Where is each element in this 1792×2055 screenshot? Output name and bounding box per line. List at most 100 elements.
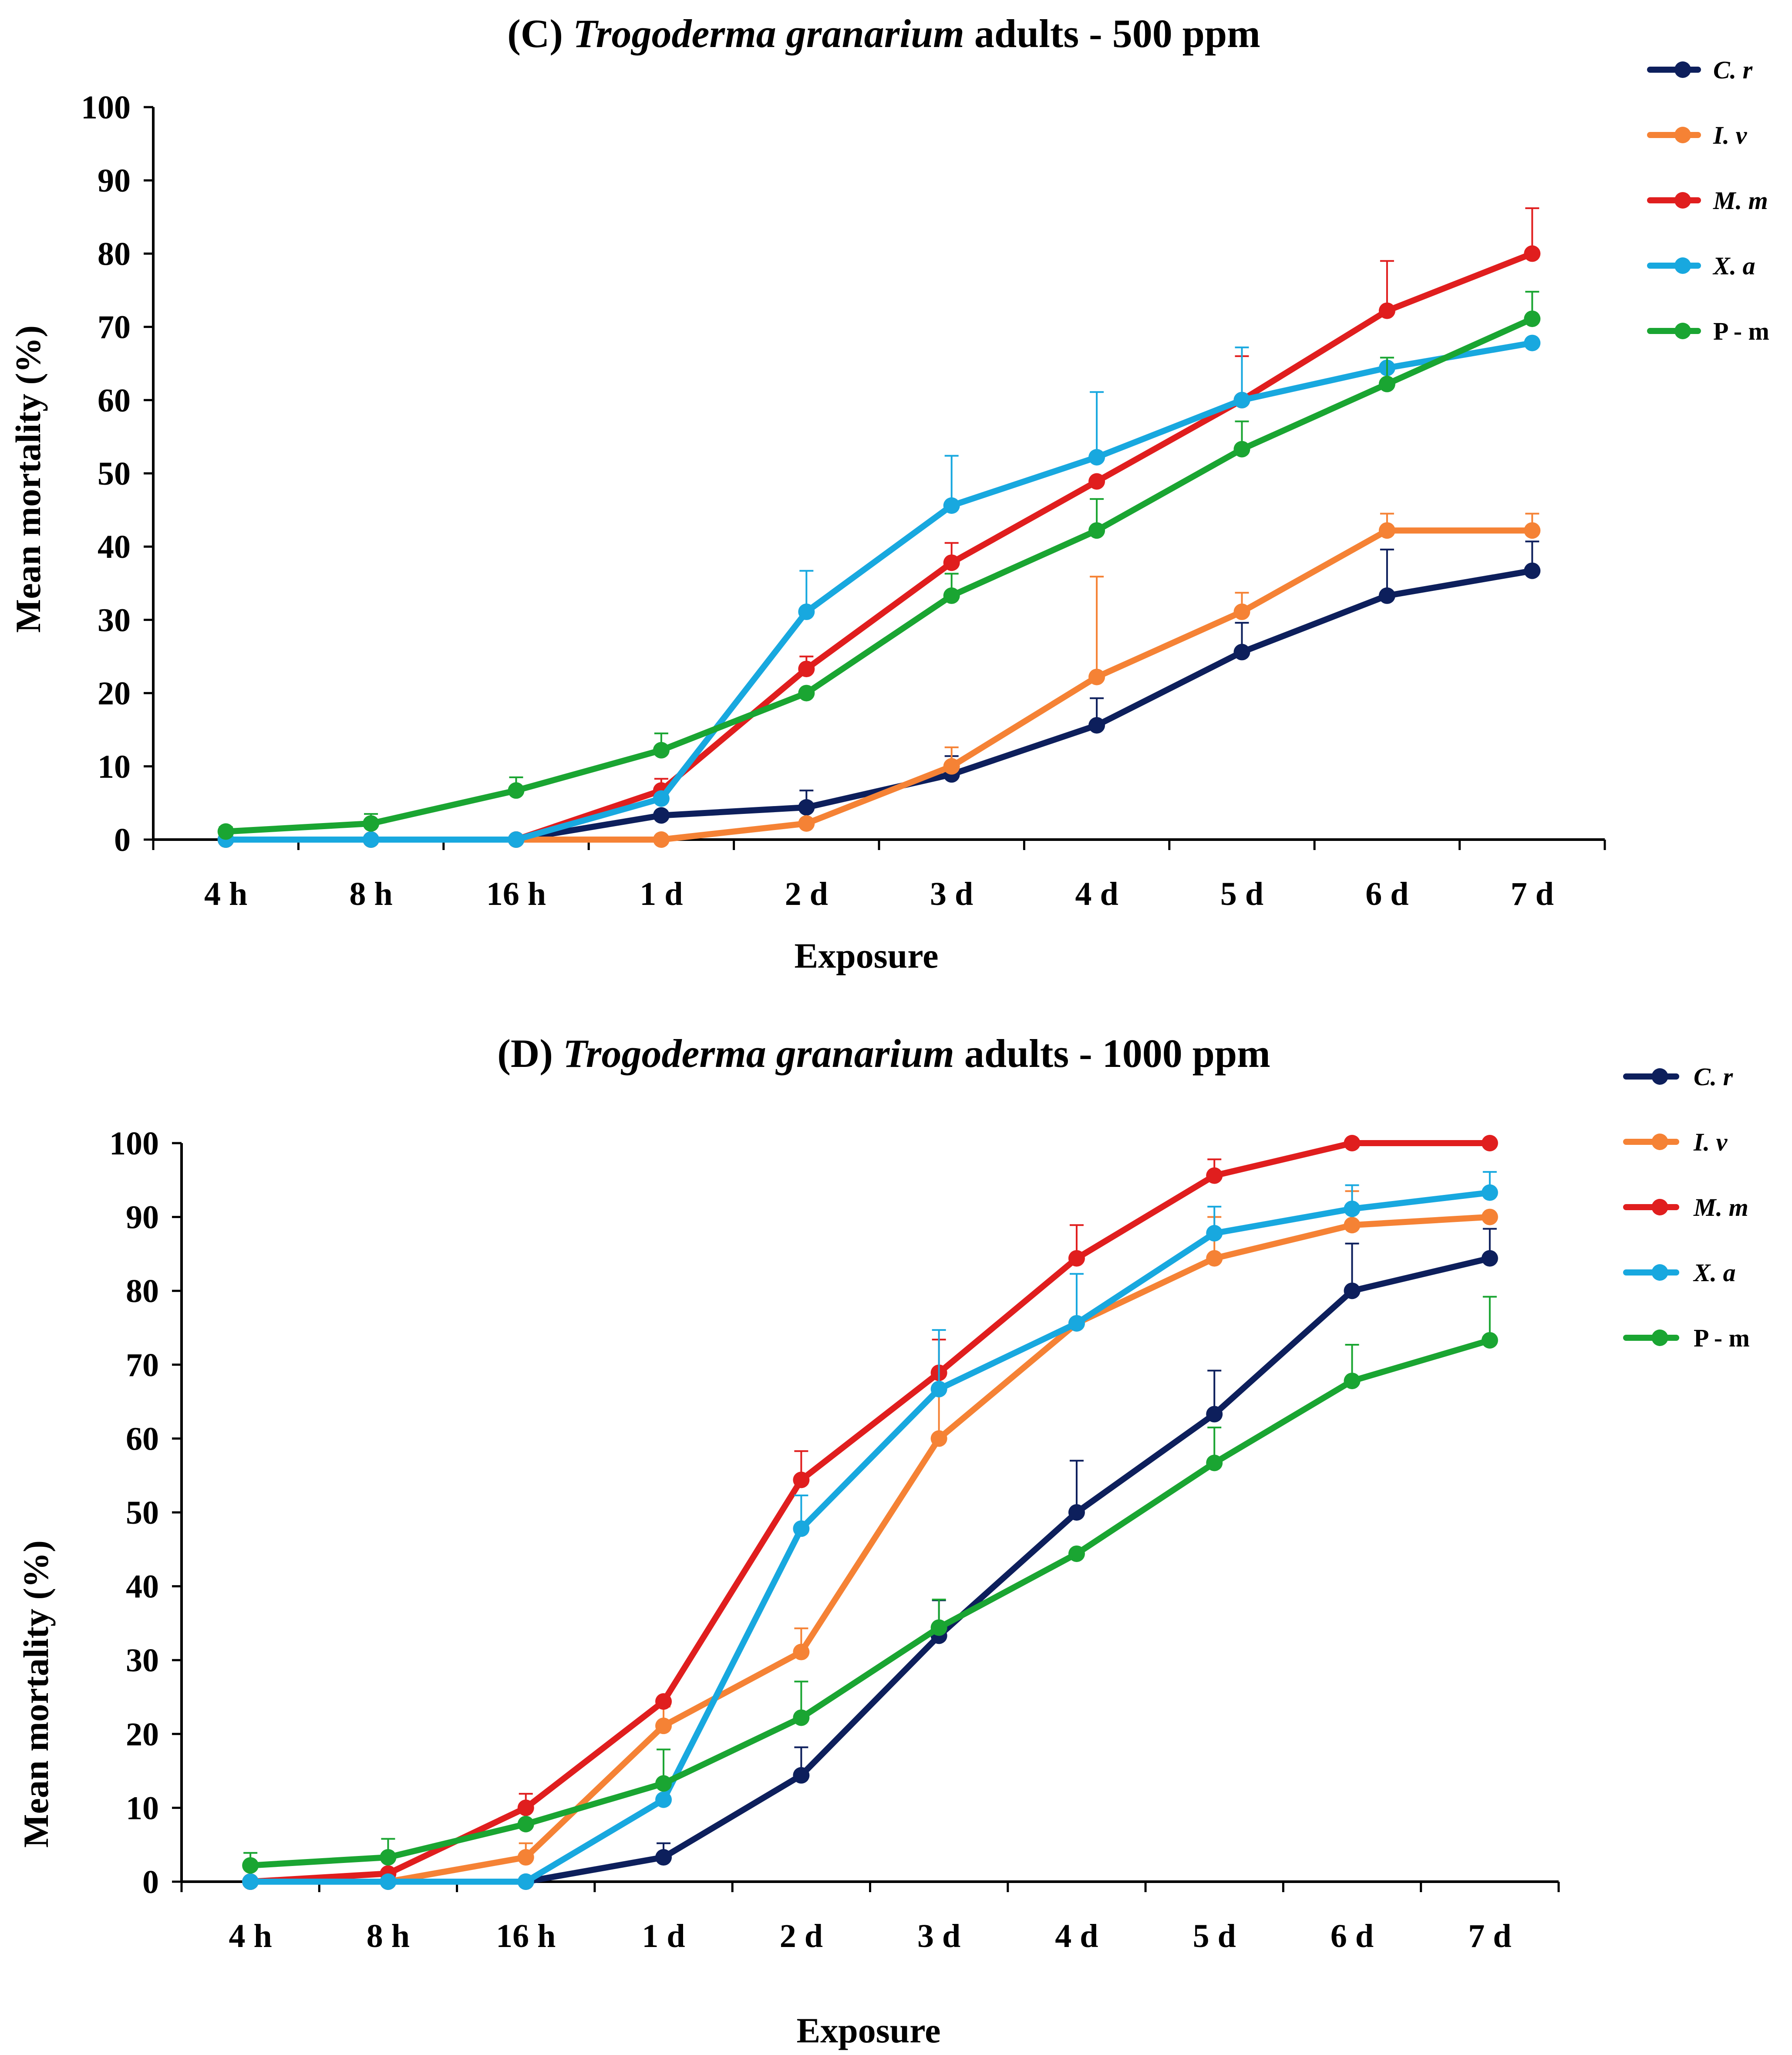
chart-c-x-tick-label: 1 d bbox=[640, 876, 683, 912]
legend-label: C. r bbox=[1694, 1063, 1733, 1091]
chart-c-x-tick-label: 6 d bbox=[1365, 876, 1408, 912]
data-point bbox=[1068, 1545, 1085, 1562]
data-point bbox=[655, 1849, 672, 1866]
data-point bbox=[242, 1857, 259, 1874]
data-point bbox=[930, 1430, 947, 1447]
legend-swatch-marker bbox=[1651, 1264, 1668, 1281]
data-point bbox=[653, 790, 670, 807]
legend-swatch-marker bbox=[1674, 192, 1691, 209]
chart-c-x-tick-label: 4 h bbox=[204, 876, 247, 912]
legend-label: I. v bbox=[1693, 1128, 1728, 1156]
data-point bbox=[380, 1873, 397, 1890]
data-point bbox=[1068, 1504, 1085, 1521]
data-point bbox=[943, 497, 960, 514]
chart-c-x-tick-label: 16 h bbox=[486, 876, 546, 912]
data-point bbox=[1068, 1315, 1085, 1332]
chart-d-title: (D) Trogoderma granarium adults - 1000 p… bbox=[497, 1031, 1270, 1076]
data-point bbox=[653, 831, 670, 848]
data-point bbox=[653, 807, 670, 824]
data-point bbox=[793, 1471, 810, 1488]
data-point bbox=[798, 661, 815, 678]
series-line bbox=[222, 340, 1536, 843]
data-point bbox=[1206, 1406, 1223, 1423]
chart-c-series-1 bbox=[217, 513, 1541, 848]
data-point bbox=[517, 1873, 534, 1890]
data-point bbox=[217, 823, 234, 840]
legend-swatch-marker bbox=[1674, 61, 1691, 78]
chart-d-y-tick-label: 80 bbox=[126, 1273, 159, 1309]
data-point bbox=[798, 685, 815, 702]
chart-d-y-tick-label: 30 bbox=[126, 1642, 159, 1679]
data-point bbox=[1344, 1200, 1361, 1217]
data-point bbox=[1206, 1167, 1223, 1184]
chart-d-x-tick-label: 4 h bbox=[229, 1918, 272, 1954]
chart-c-x-tick-label: 2 d bbox=[785, 876, 828, 912]
data-point bbox=[1481, 1208, 1498, 1225]
chart-c-ylabel: Mean mortality (%) bbox=[8, 325, 48, 633]
chart-c-series bbox=[217, 207, 1541, 848]
chart-d-y-tick-label: 10 bbox=[126, 1790, 159, 1826]
data-point bbox=[1088, 473, 1105, 490]
data-point bbox=[508, 831, 525, 848]
data-point bbox=[363, 815, 380, 832]
data-point bbox=[943, 587, 960, 604]
chart-c-svg: (C) Trogoderma granarium adults - 500 pp… bbox=[8, 11, 1769, 975]
legend-swatch-marker bbox=[1674, 323, 1691, 339]
data-point bbox=[1344, 1282, 1361, 1299]
series-line bbox=[222, 567, 1536, 843]
chart-c-x-tick-label: 4 d bbox=[1075, 876, 1118, 912]
chart-d-series bbox=[242, 1135, 1498, 1890]
data-point bbox=[653, 742, 670, 759]
legend-label: M. m bbox=[1693, 1193, 1748, 1222]
chart-d-axes: 0 10 20 30 40 50 60 70 80 90 100 4 h 8 h 16 h 1 d 2 d 3 … bbox=[109, 1125, 1560, 1954]
data-point bbox=[1378, 522, 1395, 539]
data-point bbox=[380, 1849, 397, 1866]
data-point bbox=[798, 815, 815, 832]
legend-swatch-marker bbox=[1651, 1134, 1668, 1150]
series-line bbox=[222, 250, 1536, 843]
data-point bbox=[793, 1709, 810, 1726]
data-point bbox=[1481, 1332, 1498, 1349]
chart-d-x-tick-label: 3 d bbox=[917, 1918, 960, 1954]
legend-label: X. a bbox=[1693, 1259, 1736, 1287]
data-point bbox=[655, 1791, 672, 1808]
chart-c-title: (C) Trogoderma granarium adults - 500 pp… bbox=[507, 11, 1260, 56]
data-point bbox=[1088, 449, 1105, 466]
chart-c-x-tick-label: 5 d bbox=[1220, 876, 1263, 912]
data-point bbox=[1481, 1135, 1498, 1151]
data-point bbox=[1344, 1373, 1361, 1390]
data-point bbox=[655, 1775, 672, 1792]
data-point bbox=[1481, 1184, 1498, 1201]
series-line bbox=[247, 1189, 1493, 1885]
legend-swatch-marker bbox=[1651, 1199, 1668, 1215]
data-point bbox=[1378, 587, 1395, 604]
chart-d-legend: C. r I. v M. m X. a P - m bbox=[1623, 1063, 1750, 1352]
chart-c-y-tick-label: 40 bbox=[98, 529, 131, 565]
data-point bbox=[1233, 603, 1250, 620]
chart-d-x-tick-label: 4 d bbox=[1055, 1918, 1098, 1954]
chart-c-series-4 bbox=[217, 290, 1541, 840]
chart-c-y-tick-label: 100 bbox=[81, 89, 131, 126]
data-point bbox=[517, 1849, 534, 1866]
chart-c-y-tick-label: 80 bbox=[98, 236, 131, 272]
data-point bbox=[943, 758, 960, 775]
series-line bbox=[247, 1214, 1493, 1885]
chart-d-y-tick-label: 20 bbox=[126, 1716, 159, 1753]
legend-label: P - m bbox=[1694, 1324, 1750, 1352]
data-point bbox=[1233, 644, 1250, 661]
chart-d-y-tick-label: 0 bbox=[142, 1864, 159, 1900]
data-point bbox=[1233, 441, 1250, 458]
data-point bbox=[1344, 1135, 1361, 1151]
data-point bbox=[1378, 302, 1395, 319]
chart-d-series-3 bbox=[242, 1171, 1498, 1890]
chart-c-legend: C. r I. v M. m X. a P - m bbox=[1647, 56, 1769, 345]
chart-c-y-tick-label: 20 bbox=[98, 675, 131, 712]
chart-d-ylabel: Mean mortality (%) bbox=[16, 1540, 56, 1848]
legend-swatch-marker bbox=[1651, 1330, 1668, 1346]
data-point bbox=[1524, 562, 1541, 579]
chart-d-svg: (D) Trogoderma granarium adults - 1000 p… bbox=[16, 1031, 1750, 2050]
data-point bbox=[1524, 310, 1541, 327]
chart-c-y-tick-label: 70 bbox=[98, 309, 131, 346]
data-point bbox=[1481, 1250, 1498, 1267]
legend-swatch-marker bbox=[1651, 1068, 1668, 1085]
